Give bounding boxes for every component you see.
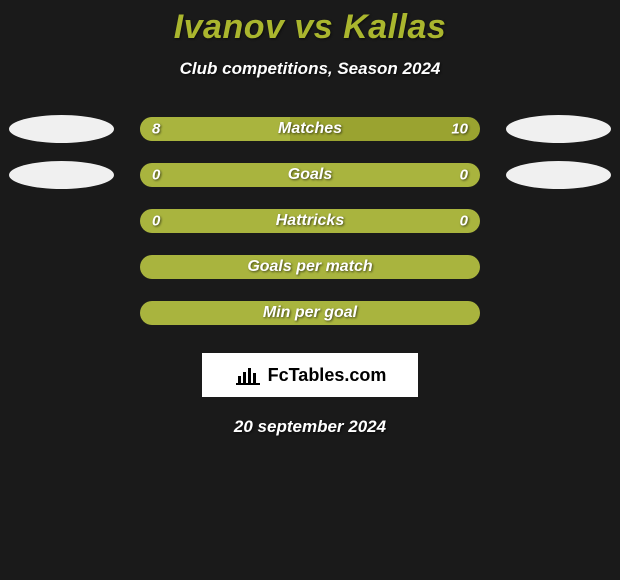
stat-value-right: 0: [460, 213, 468, 230]
logo-box: FcTables.com: [202, 353, 418, 397]
subtitle: Club competitions, Season 2024: [180, 59, 441, 79]
player-left-indicator: [9, 161, 114, 189]
stat-bar: 0 0 Hattricks: [140, 209, 480, 233]
page-title: Ivanov vs Kallas: [174, 8, 447, 47]
stat-value-right: 0: [460, 167, 468, 184]
stat-label: Goals per match: [247, 258, 372, 276]
chart-bars-icon: [234, 364, 262, 386]
stat-value-left: 0: [152, 213, 160, 230]
stat-bar: 0 0 Goals: [140, 163, 480, 187]
stat-label: Hattricks: [276, 212, 344, 230]
stat-row: Goals per match: [0, 255, 620, 279]
player-left-indicator: [9, 115, 114, 143]
comparison-card: Ivanov vs Kallas Club competitions, Seas…: [0, 0, 620, 437]
stat-label: Goals: [288, 166, 332, 184]
stat-label: Matches: [278, 120, 342, 138]
player-right-indicator: [506, 161, 611, 189]
stat-row: 0 0 Hattricks: [0, 209, 620, 233]
stat-value-left: 0: [152, 167, 160, 184]
stat-bar: Min per goal: [140, 301, 480, 325]
player-right-indicator: [506, 115, 611, 143]
stat-row: 8 10 Matches: [0, 117, 620, 141]
stat-row: 0 0 Goals: [0, 163, 620, 187]
stat-value-left: 8: [152, 121, 160, 138]
stat-bar-fill: [140, 117, 290, 141]
logo-text: FcTables.com: [268, 365, 387, 386]
stat-bar: Goals per match: [140, 255, 480, 279]
stat-label: Min per goal: [263, 304, 357, 322]
stats-chart: 8 10 Matches 0 0 Goals 0 0 Hattricks Goals per ma…: [0, 117, 620, 347]
date-line: 20 september 2024: [234, 417, 386, 437]
stat-row: Min per goal: [0, 301, 620, 325]
stat-value-right: 10: [451, 121, 468, 138]
stat-bar: 8 10 Matches: [140, 117, 480, 141]
